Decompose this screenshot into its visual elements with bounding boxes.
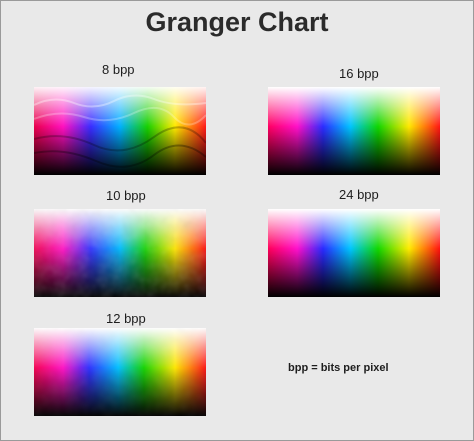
panel-label-24bpp: 24 bpp (339, 187, 379, 202)
granger-gradient-16bpp (268, 87, 440, 175)
panel-label-16bpp: 16 bpp (339, 66, 379, 81)
panel-label-10bpp: 10 bpp (106, 188, 146, 203)
granger-gradient-10bpp (34, 209, 206, 297)
panel-label-12bpp: 12 bpp (106, 311, 146, 326)
granger-panel-10bpp (34, 209, 206, 297)
page-title: Granger Chart (145, 7, 329, 37)
legend-note: bpp = bits per pixel (288, 362, 389, 374)
granger-gradient-8bpp (34, 87, 206, 175)
granger-panel-12bpp (34, 328, 206, 416)
granger-panel-16bpp (268, 87, 440, 175)
granger-gradient-12bpp (34, 328, 206, 416)
granger-panel-24bpp (268, 209, 440, 297)
granger-gradient-24bpp (268, 209, 440, 297)
panel-label-8bpp: 8 bpp (102, 62, 135, 77)
granger-panel-8bpp (34, 87, 206, 175)
